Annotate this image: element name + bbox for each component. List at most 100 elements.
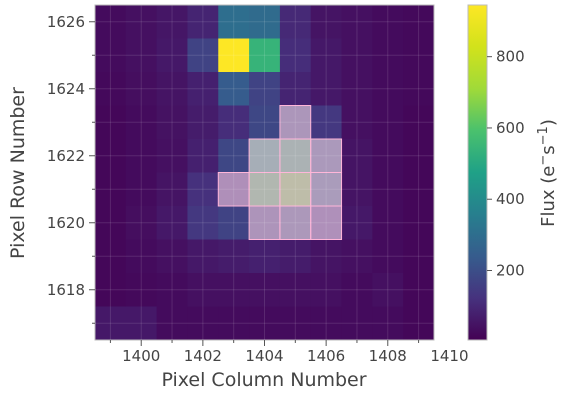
heatmap-cell bbox=[372, 273, 404, 307]
heatmap-cell bbox=[403, 172, 435, 207]
heatmap-cells bbox=[95, 5, 435, 341]
heatmap-cell bbox=[403, 105, 435, 140]
heatmap-cell bbox=[310, 5, 343, 39]
heatmap-cell bbox=[279, 72, 312, 106]
heatmap-cell bbox=[372, 172, 404, 207]
x-axis-label: Pixel Column Number bbox=[161, 369, 366, 391]
colorbar-ticks: 200 400 600 800 bbox=[487, 48, 525, 280]
heatmap-cell bbox=[341, 139, 373, 173]
heatmap-cell bbox=[156, 5, 188, 39]
heatmap-cell bbox=[156, 72, 188, 106]
heatmap-cell bbox=[125, 139, 158, 173]
heatmap-cell bbox=[403, 306, 435, 341]
heatmap-cell bbox=[279, 5, 312, 39]
heatmap-cell bbox=[403, 72, 435, 106]
heatmap-cell bbox=[279, 273, 312, 307]
heatmap-cell bbox=[279, 239, 312, 274]
x-tick-label: 1400 bbox=[122, 347, 160, 365]
colorbar-tick-label: 800 bbox=[496, 48, 525, 66]
heatmap-cell bbox=[372, 206, 404, 240]
heatmap-cell bbox=[218, 139, 250, 173]
heatmap-cell bbox=[249, 239, 281, 274]
heatmap-cell bbox=[95, 105, 127, 140]
heatmap-cell bbox=[249, 72, 281, 106]
heatmap-cell bbox=[187, 105, 219, 140]
heatmap-cell bbox=[187, 206, 219, 240]
heatmap-cell bbox=[187, 139, 219, 173]
heatmap-cell bbox=[95, 38, 127, 73]
aperture-mask-pixel bbox=[310, 138, 343, 173]
heatmap-cell bbox=[156, 38, 188, 73]
heatmap-cell bbox=[95, 72, 127, 106]
heatmap-cell bbox=[156, 105, 188, 140]
heatmap-cell bbox=[372, 38, 404, 73]
heatmap-cell bbox=[249, 306, 281, 341]
heatmap-cell bbox=[403, 5, 435, 39]
heatmap-cell bbox=[125, 5, 158, 39]
heatmap-cell bbox=[372, 139, 404, 173]
x-tick-label: 1408 bbox=[369, 347, 407, 365]
aperture-mask-pixel bbox=[279, 172, 312, 207]
heatmap-cell bbox=[125, 206, 158, 240]
heatmap-cell bbox=[372, 306, 404, 341]
x-tick-label: 1410 bbox=[430, 347, 468, 365]
heatmap-cell bbox=[310, 306, 343, 341]
heatmap-cell bbox=[125, 239, 158, 274]
heatmap-cell bbox=[125, 105, 158, 140]
aperture-mask-pixel bbox=[310, 172, 343, 207]
heatmap-cell bbox=[187, 72, 219, 106]
heatmap-cell bbox=[403, 139, 435, 173]
colorbar bbox=[467, 4, 488, 341]
heatmap-cell bbox=[95, 306, 127, 341]
colorbar-label: Flux (e−s−1) bbox=[536, 119, 559, 227]
x-tick-label: 1402 bbox=[184, 347, 222, 365]
heatmap-cell bbox=[341, 105, 373, 140]
aperture-mask-pixel bbox=[310, 205, 343, 240]
heatmap-cell bbox=[218, 5, 250, 39]
heatmap-cell bbox=[156, 172, 188, 207]
colorbar-tick-label: 200 bbox=[496, 262, 525, 280]
heatmap-cell bbox=[156, 206, 188, 240]
heatmap-cell bbox=[341, 38, 373, 73]
heatmap-cell bbox=[218, 239, 250, 274]
heatmap-cell bbox=[249, 5, 281, 39]
heatmap-cell bbox=[187, 306, 219, 341]
aperture-mask-pixel bbox=[248, 138, 281, 173]
heatmap-cell bbox=[341, 273, 373, 307]
aperture-mask-pixel bbox=[279, 105, 312, 140]
heatmap-cell bbox=[218, 105, 250, 140]
heatmap-cell bbox=[341, 72, 373, 106]
heatmap-cell bbox=[218, 306, 250, 341]
heatmap-cell bbox=[279, 38, 312, 73]
heatmap-cell bbox=[403, 206, 435, 240]
heatmap-cell bbox=[310, 72, 343, 106]
heatmap-cell bbox=[341, 306, 373, 341]
x-tick-label: 1406 bbox=[307, 347, 345, 365]
heatmap-cell bbox=[372, 5, 404, 39]
y-tick-label: 1618 bbox=[47, 281, 85, 299]
heatmap-cell bbox=[310, 105, 343, 140]
heatmap-cell bbox=[95, 5, 127, 39]
heatmap-cell bbox=[125, 273, 158, 307]
colorbar-tick-label: 400 bbox=[496, 190, 525, 208]
aperture-mask-pixel bbox=[248, 205, 281, 240]
heatmap-cell bbox=[310, 239, 343, 274]
heatmap-cell bbox=[218, 38, 250, 73]
x-axis-ticks: 1400 1402 1404 1406 1408 1410 bbox=[109, 340, 469, 365]
y-axis-label: Pixel Row Number bbox=[7, 87, 29, 259]
heatmap-cell bbox=[341, 239, 373, 274]
heatmap-cell bbox=[372, 239, 404, 274]
heatmap-cell bbox=[403, 273, 435, 307]
heatmap-cell bbox=[218, 273, 250, 307]
heatmap-cell bbox=[125, 306, 158, 341]
heatmap-cell bbox=[95, 239, 127, 274]
heatmap-cell bbox=[187, 172, 219, 207]
heatmap-cell bbox=[249, 273, 281, 307]
heatmap-cell bbox=[341, 5, 373, 39]
heatmap-cell bbox=[341, 172, 373, 207]
heatmap-cell bbox=[156, 239, 188, 274]
heatmap-cell bbox=[310, 273, 343, 307]
heatmap-cell bbox=[187, 38, 219, 73]
heatmap-cell bbox=[187, 273, 219, 307]
